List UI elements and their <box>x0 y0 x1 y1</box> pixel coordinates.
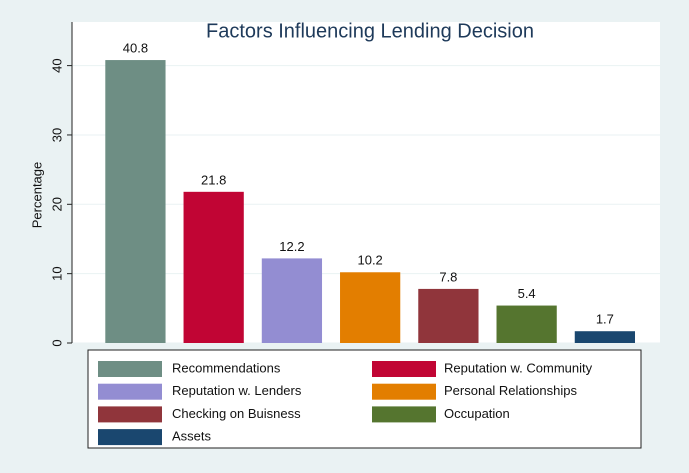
data-label: 1.7 <box>596 312 614 327</box>
data-label: 10.2 <box>357 253 382 268</box>
bar <box>183 191 244 343</box>
data-label: 21.8 <box>201 172 226 187</box>
y-tick-label: 10 <box>49 266 64 280</box>
legend-swatch <box>372 383 436 400</box>
chart-title: Factors Influencing Lending Decision <box>206 20 534 42</box>
y-tick-label: 30 <box>49 128 64 142</box>
legend-swatch <box>372 361 436 377</box>
bar <box>496 305 557 343</box>
legend-swatch <box>98 406 162 423</box>
legend-label: Recommendations <box>172 360 281 375</box>
legend-label: Occupation <box>444 406 510 421</box>
legend-swatch <box>98 383 162 400</box>
legend-label: Reputation w. Lenders <box>172 383 302 398</box>
y-tick-label: 40 <box>49 58 64 72</box>
legend <box>87 349 642 449</box>
legend-label: Personal Relationships <box>444 383 577 398</box>
data-label: 12.2 <box>279 239 304 254</box>
legend-swatch <box>98 361 162 377</box>
legend-label: Checking on Buisness <box>172 406 301 421</box>
y-axis-title: Percentage <box>29 162 44 229</box>
y-tick-label: 20 <box>49 197 64 211</box>
bar <box>574 331 636 343</box>
y-tick-label: 0 <box>49 339 64 346</box>
bar <box>418 288 479 343</box>
bar <box>340 272 401 343</box>
bar <box>261 258 323 343</box>
legend-swatch <box>98 429 162 446</box>
bar <box>105 60 166 343</box>
legend-label: Reputation w. Community <box>444 360 593 375</box>
legend-swatch <box>372 406 436 423</box>
data-label: 40.8 <box>123 40 148 55</box>
data-label: 7.8 <box>439 269 457 284</box>
data-label: 5.4 <box>518 286 536 301</box>
legend-label: Assets <box>172 429 212 444</box>
